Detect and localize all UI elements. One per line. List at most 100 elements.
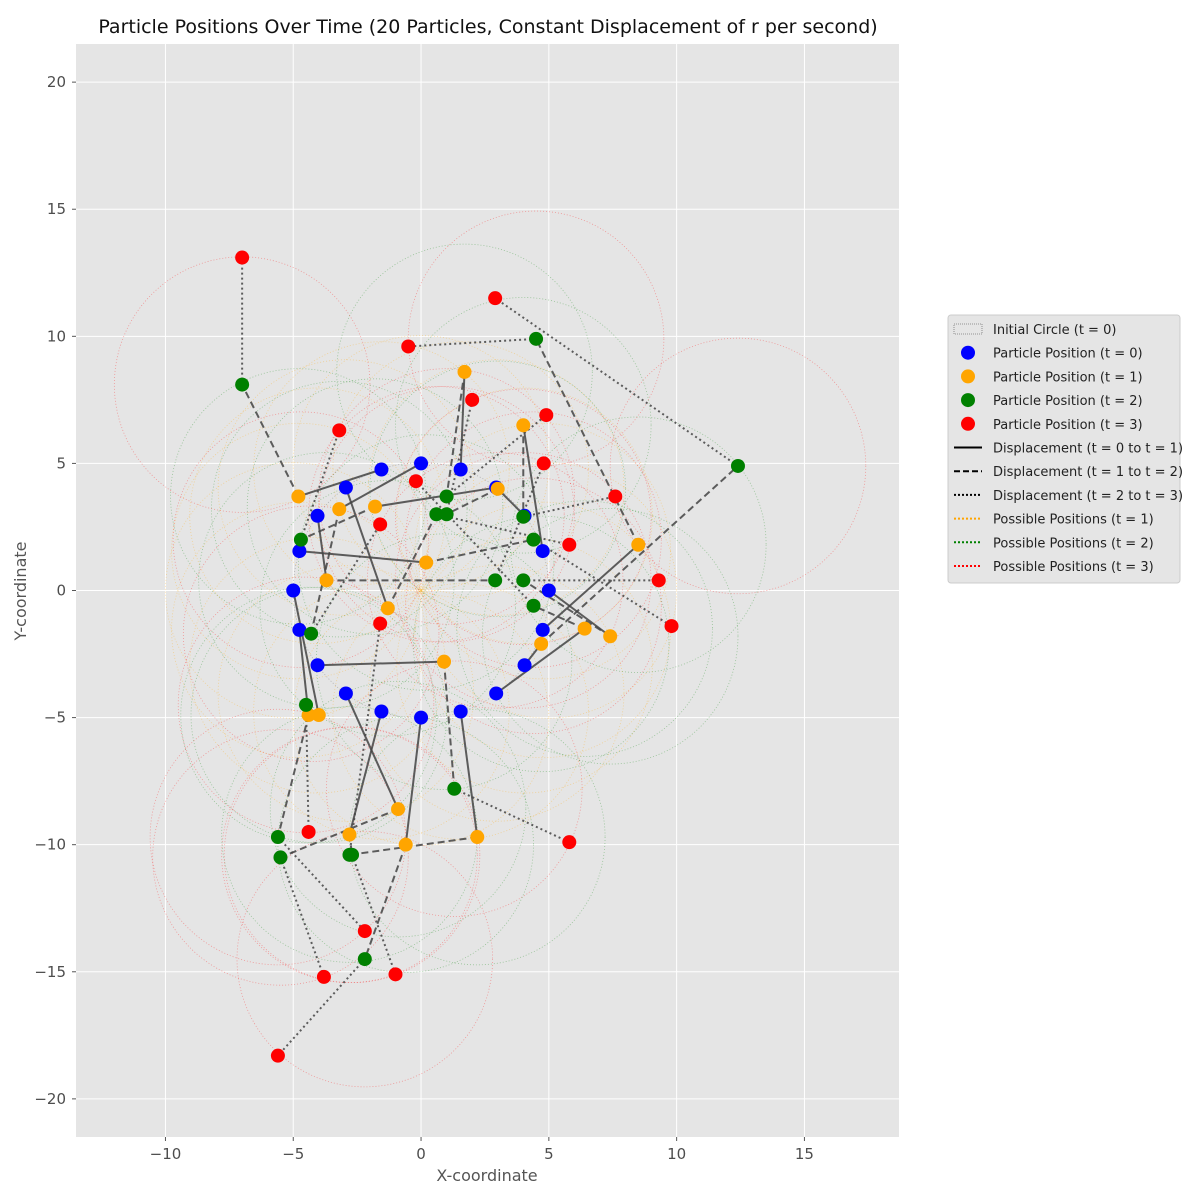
possible-positions-circle (297, 434, 555, 691)
particle-point-t0 (286, 583, 301, 598)
legend-label: Possible Positions (t = 2) (993, 536, 1154, 551)
possible-positions-circle (395, 297, 652, 554)
displacement-line (540, 465, 739, 645)
particle-point-t3 (651, 573, 666, 588)
displacement-line (276, 714, 310, 838)
particle-point-t0 (453, 704, 468, 719)
displacement-line (522, 579, 611, 638)
possible-positions-circle (292, 589, 550, 846)
possible-positions-circle (177, 576, 435, 834)
particle-point-t3 (316, 969, 331, 984)
particle-point-t3 (536, 456, 551, 471)
displacement-line (300, 505, 376, 541)
particle-point-t1 (603, 629, 618, 644)
possible-positions-circle (420, 462, 678, 719)
particle-point-t1 (437, 654, 452, 669)
displacement-line (280, 808, 399, 859)
possible-positions-circle (405, 477, 662, 734)
displacement-line (459, 711, 479, 838)
possible-positions-circle (180, 586, 437, 844)
y-tick-label: 5 (56, 454, 66, 472)
possible-positions-circle (396, 387, 653, 644)
particle-point-t2 (526, 598, 541, 613)
y-tick-label: −10 (34, 836, 66, 854)
particle-point-t1 (490, 481, 505, 496)
particle-point-t1 (534, 636, 549, 651)
displacement-line (446, 487, 499, 516)
possible-positions-circle (414, 422, 671, 680)
y-tick-labels: −20 −15 −10 −5 0 5 10 15 20 (34, 73, 76, 1108)
possible-positions-circle (396, 537, 653, 794)
displacement-line (535, 338, 640, 546)
possible-positions-circle (221, 726, 478, 984)
x-tick-label: −10 (150, 1145, 182, 1163)
possible-positions-circle (395, 388, 652, 645)
displacement-line (408, 337, 537, 348)
particle-point-t0 (374, 704, 389, 719)
particle-point-t0 (453, 462, 468, 477)
displacement-line (415, 480, 535, 607)
possible-positions-circle (259, 480, 517, 737)
possible-positions-circle (481, 508, 739, 765)
possible-positions-circle (369, 360, 626, 618)
particle-point-t2 (429, 507, 444, 522)
possible-positions-circle (246, 378, 504, 635)
particle-point-t1 (419, 555, 434, 570)
displacement-line (445, 414, 547, 498)
possible-positions-circle (367, 359, 625, 616)
displacement-line (533, 604, 586, 630)
particle-point-t1 (342, 827, 357, 842)
y-tick-label: 20 (47, 73, 66, 91)
particle-point-t2 (439, 489, 454, 504)
particle-point-t2 (273, 850, 288, 865)
particle-point-t2 (439, 507, 454, 522)
particle-point-t3 (388, 967, 403, 982)
particle-point-t3 (332, 423, 347, 438)
displacement-line (495, 627, 586, 695)
particle-point-t3 (465, 392, 480, 407)
legend-marker (961, 393, 975, 408)
particle-point-t1 (291, 489, 306, 504)
particle-point-t0 (535, 622, 550, 637)
legend-marker (961, 345, 975, 360)
possible-positions-circle (253, 341, 510, 598)
particle-point-t0 (414, 710, 429, 725)
displacement-line (445, 371, 466, 497)
particle-point-t0 (414, 456, 429, 471)
possible-positions-circle (113, 256, 371, 513)
displacement-line (351, 854, 397, 975)
possible-positions-circle (172, 411, 430, 668)
legend-label: Particle Position (t = 2) (993, 394, 1143, 409)
possible-positions-circle (223, 726, 481, 984)
possible-positions-circle (367, 565, 625, 822)
legend-box (947, 314, 1181, 584)
displacement-line (494, 297, 739, 467)
displacement-line (532, 538, 673, 627)
legend-label: Particle Position (t = 3) (993, 418, 1143, 433)
legend-label: Possible Positions (t = 3) (993, 560, 1154, 575)
particle-point-t1 (368, 499, 383, 514)
displacement-line (425, 538, 534, 564)
y-tick-label: 15 (47, 200, 66, 218)
x-tick-label: 15 (795, 1145, 814, 1163)
possible-positions-circle (277, 716, 534, 973)
particle-point-t0 (535, 544, 550, 559)
particle-point-t1 (470, 830, 485, 845)
particle-point-t2 (304, 626, 319, 641)
displacement-lines (241, 257, 739, 1057)
displacement-line (404, 717, 423, 845)
particle-point-t1 (391, 802, 406, 817)
particle-point-t1 (631, 537, 646, 552)
displacement-line (241, 384, 300, 497)
possible-positions-circle (171, 422, 428, 680)
chart-title: Particle Positions Over Time (20 Particl… (98, 16, 877, 38)
displacement-line (344, 487, 389, 609)
particle-point-t3 (301, 824, 316, 839)
possible-positions-circle (165, 462, 422, 719)
particle-point-t3 (562, 835, 577, 850)
legend: Initial Circle (t = 0) Particle Position … (947, 314, 1183, 584)
particle-point-t2 (516, 509, 531, 524)
possible-positions-circle (336, 243, 593, 501)
possible-positions-circle (171, 501, 428, 759)
possible-positions-circle (609, 337, 867, 595)
